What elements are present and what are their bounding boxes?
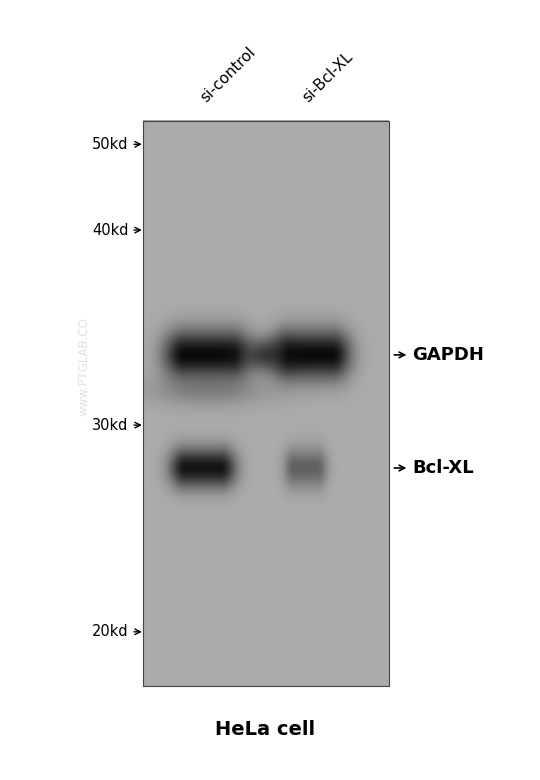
Text: 40kd: 40kd	[92, 222, 129, 238]
Text: si-control: si-control	[197, 44, 258, 105]
Text: www.PTGLAB.CO: www.PTGLAB.CO	[77, 317, 90, 416]
Text: Bcl-XL: Bcl-XL	[412, 459, 474, 477]
Text: 30kd: 30kd	[92, 417, 129, 433]
Text: GAPDH: GAPDH	[412, 346, 484, 364]
Text: si-Bcl-XL: si-Bcl-XL	[300, 49, 356, 105]
Text: HeLa cell: HeLa cell	[214, 720, 315, 739]
Text: 50kd: 50kd	[92, 136, 129, 152]
Bar	[143, 121, 389, 686]
Text: 20kd: 20kd	[92, 624, 129, 640]
